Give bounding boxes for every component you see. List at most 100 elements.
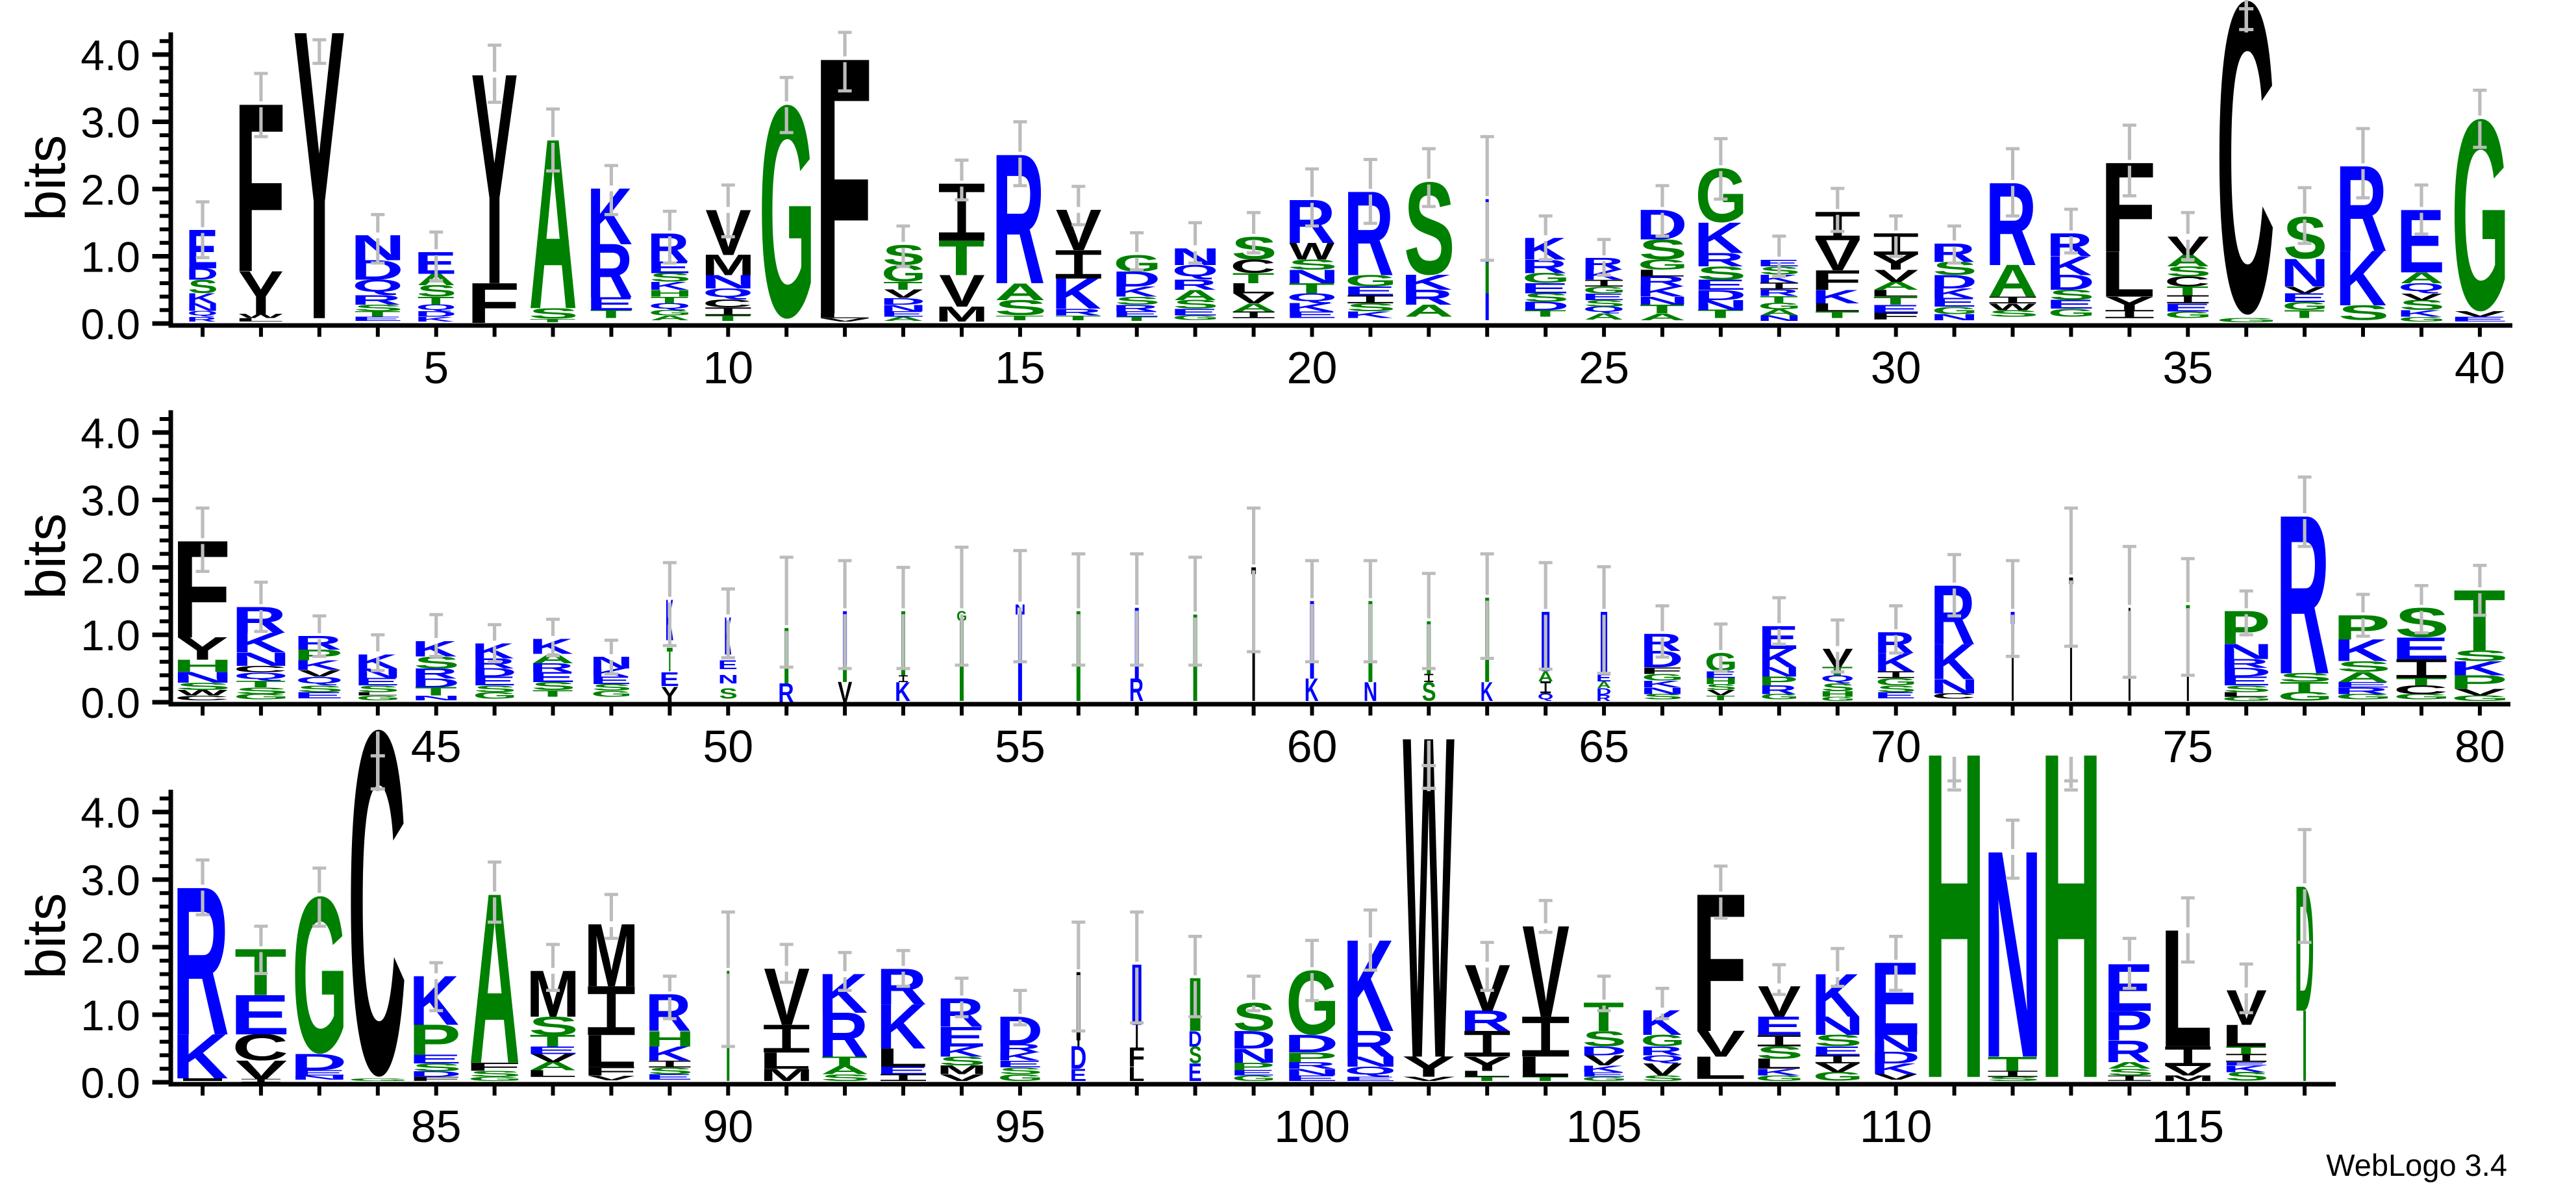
- svg-text:T: T: [1464, 1076, 1510, 1082]
- svg-text:G: G: [473, 691, 518, 701]
- svg-text:E: E: [354, 676, 399, 687]
- svg-text:D: D: [1188, 1026, 1202, 1051]
- svg-text:A: A: [1639, 311, 1686, 322]
- svg-text:E: E: [408, 1052, 462, 1066]
- svg-text:V: V: [820, 317, 870, 322]
- svg-text:105: 105: [1566, 1101, 1642, 1152]
- svg-text:V: V: [1697, 1023, 1745, 1064]
- svg-text:R: R: [232, 600, 286, 641]
- svg-text:R: R: [2220, 656, 2270, 670]
- svg-text:Q: Q: [1821, 674, 1855, 683]
- svg-text:bits: bits: [16, 893, 77, 979]
- svg-text:K: K: [936, 1043, 983, 1060]
- svg-text:E: E: [1112, 310, 1160, 318]
- svg-text:E: E: [2222, 1061, 2270, 1066]
- svg-text:E: E: [1580, 1071, 1627, 1078]
- svg-text:D: D: [1580, 1044, 1627, 1058]
- svg-text:D: D: [186, 265, 218, 283]
- svg-text:K: K: [1759, 644, 1797, 673]
- svg-text:E: E: [1343, 284, 1396, 298]
- svg-text:110: 110: [1860, 1101, 1932, 1152]
- svg-text:E: E: [290, 1069, 347, 1078]
- svg-text:G: G: [1755, 1074, 1805, 1082]
- svg-text:R: R: [1112, 303, 1158, 314]
- svg-text:A: A: [532, 651, 575, 667]
- svg-text:S: S: [529, 305, 579, 322]
- svg-text:V: V: [2284, 285, 2325, 296]
- svg-text:Q: Q: [353, 277, 403, 296]
- svg-text:K: K: [1757, 272, 1799, 285]
- svg-text:F: F: [465, 1060, 521, 1073]
- svg-text:E: E: [1694, 277, 1747, 293]
- svg-text:C: C: [703, 297, 753, 310]
- svg-text:N: N: [1284, 1067, 1340, 1078]
- svg-text:L: L: [234, 317, 284, 322]
- svg-text:A: A: [1404, 301, 1453, 320]
- svg-text:50: 50: [703, 721, 753, 772]
- svg-text:K: K: [1931, 286, 1975, 301]
- svg-text:E: E: [995, 1059, 1043, 1070]
- svg-text:K: K: [1694, 214, 1744, 262]
- svg-text:Y: Y: [294, 0, 345, 407]
- svg-text:T: T: [529, 318, 575, 323]
- svg-text:T: T: [883, 279, 923, 292]
- svg-text:W: W: [1990, 301, 2036, 312]
- svg-text:E: E: [350, 316, 403, 322]
- svg-text:K: K: [2047, 250, 2092, 281]
- svg-text:T: T: [1697, 307, 1744, 320]
- svg-text:G: G: [1758, 301, 1801, 311]
- svg-text:G: G: [1875, 676, 1917, 687]
- svg-text:Q: Q: [703, 286, 753, 299]
- svg-text:E: E: [2396, 190, 2445, 292]
- svg-text:Q: Q: [295, 675, 343, 686]
- svg-text:V: V: [298, 668, 342, 679]
- svg-text:E: E: [660, 669, 679, 691]
- svg-text:K: K: [877, 991, 927, 1062]
- svg-text:A: A: [650, 314, 690, 322]
- svg-text:S: S: [1523, 291, 1569, 305]
- svg-text:R: R: [351, 292, 401, 307]
- svg-text:L: L: [1753, 1056, 1802, 1072]
- svg-text:V: V: [2455, 310, 2506, 318]
- svg-text:M: M: [701, 249, 755, 282]
- svg-text:R: R: [1344, 166, 1394, 301]
- svg-text:Q: Q: [416, 303, 456, 312]
- svg-text:S: S: [1233, 995, 1276, 1039]
- svg-text:K: K: [1344, 309, 1394, 320]
- svg-text:N: N: [2281, 251, 2329, 296]
- svg-text:3.0: 3.0: [81, 477, 140, 525]
- svg-text:G: G: [2398, 316, 2445, 323]
- svg-text:V: V: [1584, 1052, 1625, 1069]
- svg-text:bits: bits: [16, 513, 77, 599]
- svg-text:D: D: [1596, 686, 1611, 697]
- svg-text:G: G: [2048, 307, 2095, 319]
- svg-text:45: 45: [411, 721, 462, 772]
- svg-text:T: T: [1524, 308, 1566, 319]
- svg-text:Q: Q: [1172, 262, 1218, 280]
- svg-text:H: H: [2040, 654, 2102, 1176]
- svg-text:M: M: [584, 905, 638, 1006]
- svg-text:H: H: [1923, 654, 1986, 1176]
- svg-text:E: E: [525, 1044, 579, 1056]
- svg-text:D: D: [1870, 1048, 1920, 1067]
- svg-text:D: D: [1521, 299, 1569, 312]
- svg-text:Y: Y: [177, 631, 229, 667]
- svg-text:0.0: 0.0: [81, 300, 140, 348]
- svg-text:T: T: [532, 688, 573, 699]
- svg-text:L: L: [815, 312, 872, 320]
- svg-text:L: L: [875, 1043, 928, 1072]
- svg-text:C: C: [232, 1026, 288, 1068]
- svg-text:V: V: [1758, 978, 1801, 1026]
- svg-text:E: E: [586, 294, 635, 314]
- svg-text:G: G: [2165, 310, 2212, 320]
- svg-text:2.0: 2.0: [81, 544, 140, 592]
- svg-text:G: G: [2335, 692, 2392, 701]
- svg-text:T: T: [418, 294, 455, 307]
- svg-text:W: W: [1290, 238, 1336, 265]
- svg-text:K: K: [172, 1021, 228, 1092]
- svg-text:H: H: [645, 1026, 695, 1051]
- svg-text:E: E: [2046, 298, 2095, 312]
- svg-text:L: L: [1692, 1050, 1747, 1086]
- svg-text:E: E: [2220, 674, 2271, 689]
- svg-text:K: K: [1812, 286, 1860, 308]
